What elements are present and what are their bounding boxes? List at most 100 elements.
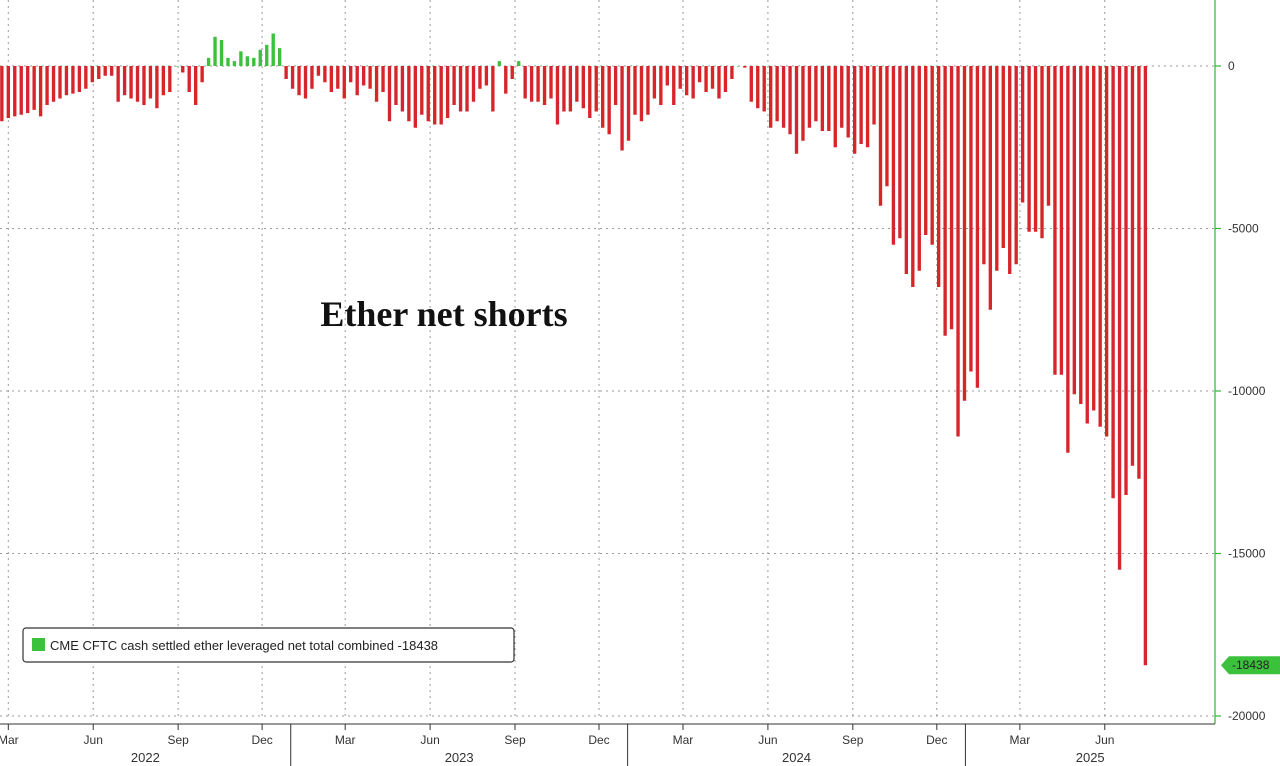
bar (426, 66, 430, 122)
x-tick-label: Sep (842, 733, 864, 747)
bar (122, 66, 127, 96)
bar (1124, 66, 1128, 495)
bar (801, 66, 805, 141)
bar (181, 66, 185, 73)
bar (71, 66, 75, 94)
bar (788, 66, 792, 135)
bar (58, 66, 62, 99)
bar (504, 66, 508, 94)
bar (911, 66, 915, 287)
bar (646, 66, 650, 115)
bar (1137, 66, 1141, 479)
bar (536, 66, 540, 102)
bar (349, 66, 353, 83)
bar (381, 66, 385, 92)
bar (258, 49, 262, 66)
bar (639, 66, 644, 122)
bar (620, 66, 624, 151)
bar (885, 66, 889, 187)
x-axis: Mar Jun Sep Dec Mar Jun Sep Dec Mar Jun Sep Dec Mar J… (0, 723, 1215, 766)
bar (245, 56, 250, 66)
bar (290, 66, 295, 89)
bar (794, 66, 799, 154)
x-tick-label: Jun (420, 733, 439, 747)
bar (833, 66, 837, 148)
bar (1053, 66, 1057, 375)
x-tick-label: Dec (588, 733, 609, 747)
bar (1040, 66, 1044, 239)
x-tick-label: Mar (1010, 733, 1031, 747)
bar (368, 66, 372, 89)
bar (685, 66, 689, 96)
bar (982, 66, 986, 265)
bar (213, 36, 217, 66)
bar (387, 66, 392, 122)
bar (820, 66, 825, 131)
bar (717, 66, 721, 99)
bar (678, 66, 682, 89)
bar (852, 66, 857, 154)
bar (458, 66, 463, 112)
bar (219, 40, 224, 66)
bar (77, 66, 82, 92)
bar (478, 66, 482, 89)
y-tick-label: -15000 (1228, 547, 1266, 561)
y-tick-label: -10000 (1228, 384, 1266, 398)
bar (323, 66, 327, 83)
bar (1046, 66, 1051, 206)
bar (936, 66, 941, 287)
bar (710, 66, 715, 89)
bar (672, 66, 676, 105)
bar (484, 66, 489, 86)
bar (64, 66, 69, 96)
bar (155, 66, 159, 109)
bar (1008, 66, 1012, 274)
bar (581, 66, 585, 109)
x-tick-label: Dec (926, 733, 947, 747)
bar (872, 66, 876, 125)
bar (568, 66, 573, 112)
bar (969, 66, 973, 372)
bar (917, 66, 921, 271)
bar (110, 66, 114, 76)
bar (129, 66, 133, 99)
bar (265, 44, 269, 67)
bar (342, 66, 346, 99)
bar (898, 66, 902, 239)
bar (523, 66, 527, 99)
bar (19, 66, 23, 115)
x-tick-label: Sep (504, 733, 526, 747)
bar (995, 66, 999, 271)
bar (491, 66, 495, 112)
bar (827, 66, 831, 131)
last-value-badge: -18438 (1221, 656, 1280, 675)
bar (284, 66, 288, 79)
bar (633, 66, 637, 115)
bar (187, 66, 191, 92)
bar (756, 66, 760, 109)
bar (1092, 66, 1096, 411)
bar (445, 66, 450, 118)
bar (116, 66, 120, 102)
bar (988, 66, 993, 310)
bar (452, 66, 456, 105)
bar (762, 66, 766, 112)
bar (1111, 66, 1115, 499)
bar (949, 66, 954, 330)
bar (193, 66, 198, 105)
bar (924, 66, 928, 235)
bar (613, 66, 618, 105)
bar (691, 66, 695, 99)
bar (555, 66, 560, 125)
bar (1014, 66, 1018, 265)
legend: CME CFTC cash settled ether leveraged ne… (22, 627, 515, 663)
bar (200, 66, 204, 83)
bar (697, 66, 702, 83)
bar (361, 66, 366, 86)
bar (355, 66, 359, 96)
y-axis: 0 -5000 -10000 -15000 -20000 (1214, 0, 1266, 724)
x-tick-label: Jun (84, 733, 103, 747)
bar (413, 66, 418, 128)
bar (768, 66, 773, 128)
x-tick-label: Mar (0, 733, 19, 747)
